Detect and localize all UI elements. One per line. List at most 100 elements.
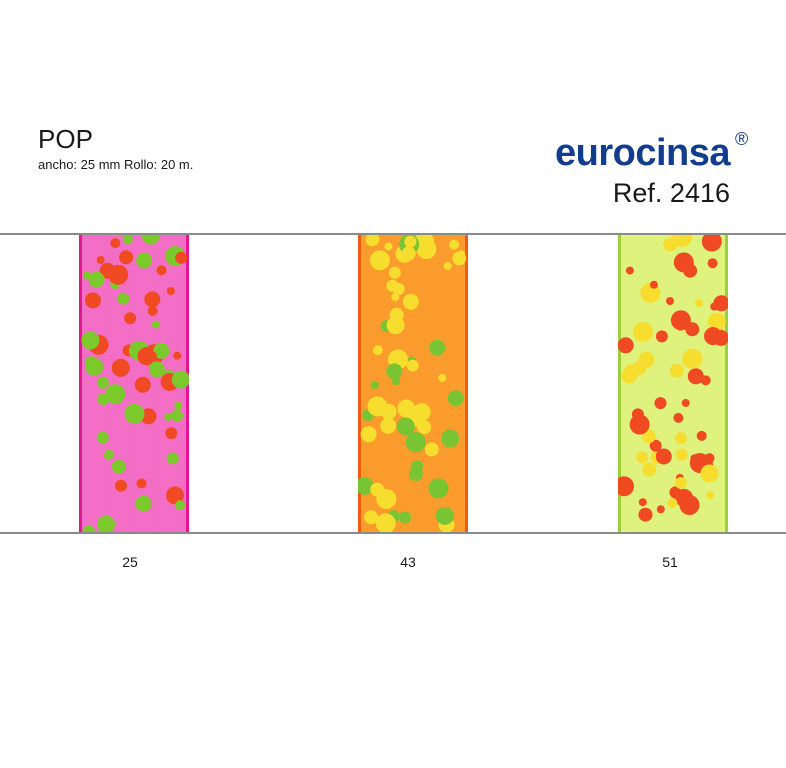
polka-dot	[370, 482, 385, 497]
polka-dot	[124, 312, 137, 325]
polka-dot	[682, 348, 703, 369]
polka-dot	[650, 280, 658, 289]
polka-dot	[391, 293, 400, 301]
polka-dot	[633, 321, 653, 342]
polka-dot	[372, 345, 383, 356]
polka-dot	[636, 451, 649, 464]
ribbon-swatch-lime	[618, 235, 728, 532]
polka-dot	[667, 498, 678, 508]
polka-dot	[96, 256, 105, 264]
registered-mark: ®	[735, 129, 749, 149]
polka-dot	[401, 246, 416, 261]
polka-dot	[399, 511, 411, 524]
polka-dot	[704, 453, 715, 464]
polka-dot	[367, 396, 388, 417]
polka-dot	[618, 476, 634, 497]
polka-dot	[696, 430, 707, 441]
brand-logo: eurocinsa	[554, 132, 731, 174]
polka-dot	[669, 363, 684, 378]
polka-dot	[105, 384, 126, 405]
product-title: POP	[38, 124, 93, 154]
polka-dot	[117, 292, 130, 305]
polka-dot	[92, 360, 101, 369]
product-specs: ancho: 25 mm Rollo: 20 m.	[38, 157, 194, 172]
polka-dot	[388, 266, 401, 279]
polka-dot	[96, 431, 109, 444]
polka-dot	[104, 449, 115, 460]
product-reference: Ref. 2416	[612, 178, 730, 208]
polka-dot	[663, 237, 678, 252]
polka-dot	[365, 235, 380, 247]
polka-dot	[153, 342, 170, 359]
polka-dot	[135, 495, 152, 512]
polka-dot	[670, 310, 691, 331]
polka-dot	[429, 339, 446, 356]
polka-dot	[428, 478, 449, 499]
polka-dot	[134, 376, 151, 393]
color-code-25: 25	[122, 554, 138, 570]
polka-dot	[85, 292, 101, 309]
polka-dot	[625, 266, 634, 275]
polka-dot	[115, 479, 127, 492]
polka-dot	[175, 251, 188, 264]
polka-dot	[140, 408, 157, 425]
polka-dot	[449, 239, 459, 250]
polka-dot	[681, 399, 690, 407]
polka-dot	[402, 293, 419, 310]
polka-dot	[675, 488, 694, 507]
ribbon-pattern	[358, 235, 468, 532]
polka-dot	[171, 370, 189, 389]
polka-dot	[148, 361, 165, 378]
polka-dot	[396, 417, 415, 436]
polka-dot	[111, 358, 130, 377]
polka-dot	[404, 235, 417, 248]
polka-dot	[424, 442, 439, 457]
polka-dot	[707, 258, 718, 269]
polka-dot	[441, 429, 460, 448]
polka-dot	[148, 351, 157, 360]
polka-dot	[435, 506, 454, 525]
polka-dot	[174, 401, 183, 410]
polka-dot	[166, 452, 179, 465]
polka-dot	[673, 252, 694, 273]
ribbon-pattern	[79, 235, 189, 532]
polka-dot	[655, 330, 668, 343]
top-divider	[0, 233, 786, 235]
polka-dot	[88, 271, 105, 288]
polka-dot	[656, 505, 665, 514]
polka-dot	[123, 235, 133, 245]
polka-dot	[97, 515, 115, 532]
polka-dot	[119, 250, 134, 265]
polka-dot	[638, 507, 653, 522]
polka-dot	[386, 363, 403, 380]
polka-dot	[165, 427, 178, 440]
polka-dot	[82, 525, 95, 532]
polka-dot	[375, 513, 396, 532]
polka-dot	[173, 351, 182, 360]
polka-dot	[675, 432, 687, 445]
polka-dot	[384, 242, 393, 251]
polka-dot	[175, 500, 186, 511]
polka-dot	[136, 252, 153, 269]
polka-dot	[654, 397, 667, 410]
polka-dot	[358, 476, 374, 495]
polka-dot	[144, 291, 161, 308]
polka-dot	[392, 377, 401, 386]
polka-dot	[685, 322, 700, 337]
polka-dot	[690, 454, 699, 463]
polka-dot	[700, 375, 711, 386]
bottom-divider	[0, 532, 786, 534]
polka-dot	[638, 351, 655, 368]
polka-dot	[687, 368, 704, 385]
color-code-43: 43	[400, 554, 416, 570]
polka-dot	[166, 287, 175, 295]
polka-dot	[386, 279, 399, 292]
polka-dot	[81, 331, 100, 350]
polka-dot	[397, 399, 416, 418]
polka-dot	[629, 414, 650, 435]
polka-dot	[156, 265, 167, 276]
polka-dot	[674, 476, 687, 489]
color-code-51: 51	[662, 554, 678, 570]
polka-dot	[700, 464, 719, 483]
polka-dot	[364, 510, 379, 525]
